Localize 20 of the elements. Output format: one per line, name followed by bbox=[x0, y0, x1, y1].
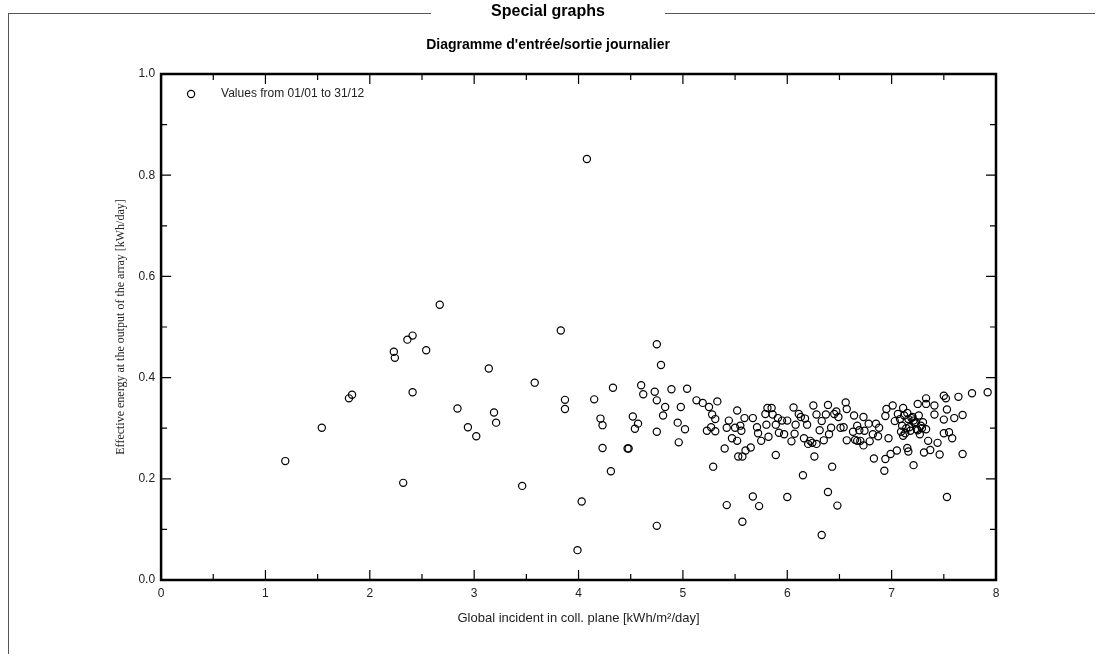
y-axis-title: Effective energy at the output of the array [kWh/day] bbox=[113, 199, 128, 455]
x-tick-label: 6 bbox=[783, 585, 791, 600]
x-tick-label: 8 bbox=[992, 585, 1000, 600]
x-tick-label: 1 bbox=[262, 585, 270, 600]
x-tick-label: 7 bbox=[888, 585, 896, 600]
y-tick-label: 1.0 bbox=[138, 66, 156, 81]
y-tick-label: 0.0 bbox=[138, 572, 156, 587]
x-tick-label: 5 bbox=[679, 585, 687, 600]
x-axis-title: Global incident in coll. plane [kWh/m²/day] bbox=[457, 609, 700, 625]
x-tick-label: 4 bbox=[575, 585, 583, 600]
legend-label: Values from 01/01 to 31/12 bbox=[221, 86, 365, 101]
chart-subtitle: Diagramme d'entrée/sortie journalier bbox=[425, 36, 671, 52]
x-tick-label: 2 bbox=[366, 585, 374, 600]
y-tick-label: 0.2 bbox=[138, 471, 156, 486]
x-tick-label: 0 bbox=[157, 585, 165, 600]
y-tick-label: 0.6 bbox=[138, 268, 156, 283]
x-tick-label: 3 bbox=[470, 585, 478, 600]
chart-title: Special graphs bbox=[431, 2, 665, 19]
y-tick-label: 0.4 bbox=[138, 369, 156, 384]
y-tick-label: 0.8 bbox=[138, 167, 156, 182]
